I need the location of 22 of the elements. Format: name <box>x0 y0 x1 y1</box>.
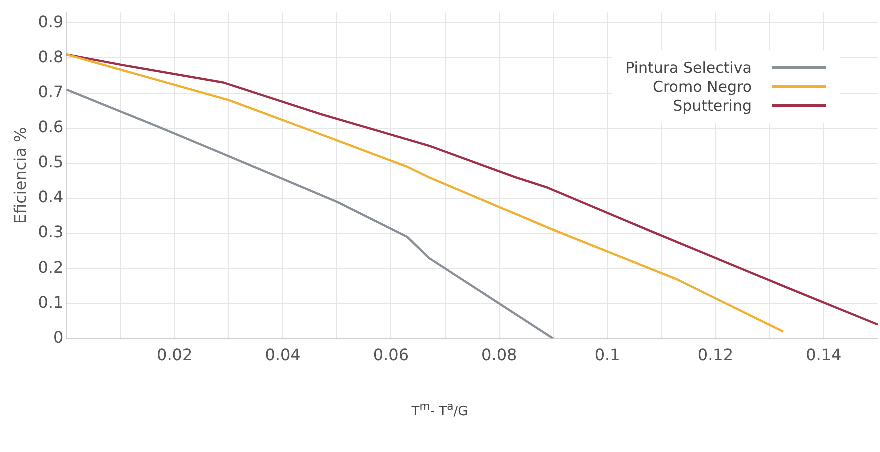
y-tick-label: 0.7 <box>38 82 64 102</box>
y-tick-label: 0.9 <box>38 12 64 32</box>
y-tick-label: 0.8 <box>38 47 64 66</box>
y-tick-label: 0 <box>53 328 64 347</box>
x-tick-label: 0.12 <box>698 346 734 365</box>
legend-label: Pintura Selectiva <box>626 58 752 76</box>
x-tick-label: 0.02 <box>157 346 193 365</box>
y-tick-label: 0.5 <box>38 152 64 172</box>
y-tick-label: 0.6 <box>38 118 64 137</box>
x-axis-title: T$^{m}$- T$^{a}$/G <box>410 400 470 420</box>
y-tick-label: 0.4 <box>38 188 64 207</box>
y-tick-label: 0.3 <box>38 222 64 242</box>
x-tick-label: 0.04 <box>265 346 301 365</box>
y-tick-label: 0.1 <box>38 292 64 312</box>
y-axis-title: Eficiencia % <box>10 127 30 224</box>
legend-label: Cromo Negro <box>652 78 752 96</box>
x-tick-label: 0.14 <box>806 346 842 365</box>
y-tick-label: 0.2 <box>38 258 64 277</box>
legend-label: Sputtering <box>673 96 752 114</box>
x-tick-label: 0.06 <box>373 346 409 365</box>
x-tick-label: 0.08 <box>482 346 518 365</box>
x-tick-label: 0.1 <box>594 346 620 365</box>
